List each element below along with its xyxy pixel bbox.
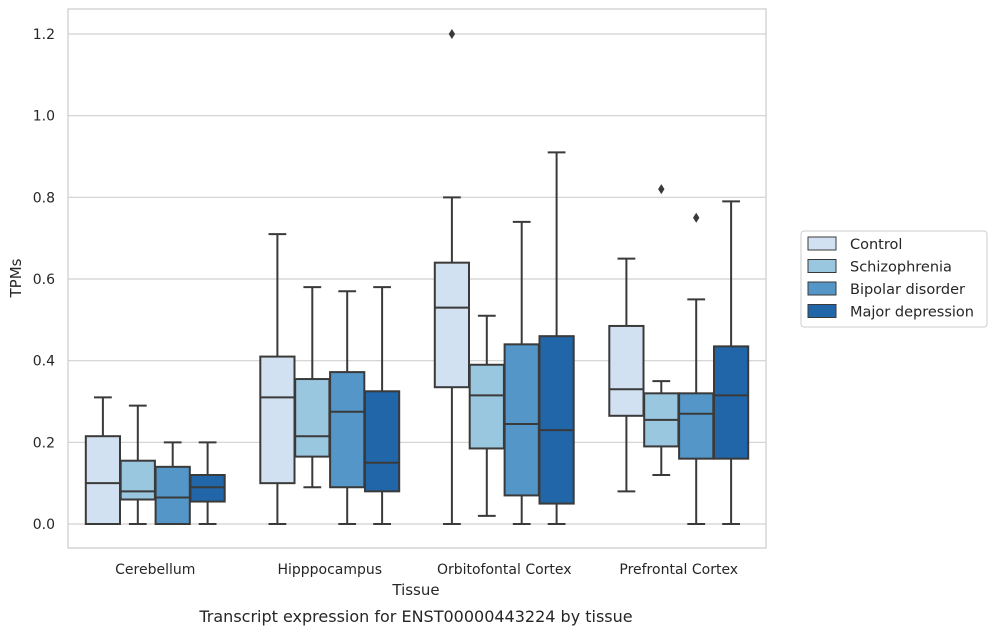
box — [678, 212, 715, 525]
box-iqr — [712, 345, 750, 460]
outlier-point — [693, 212, 700, 223]
y-axis-title: TPMs — [7, 258, 25, 298]
box-iqr — [119, 459, 156, 501]
box — [468, 314, 505, 517]
legend-swatch — [807, 304, 837, 318]
box — [294, 286, 331, 489]
box — [643, 184, 680, 476]
y-tick-label: 1.0 — [33, 109, 55, 125]
y-tick-label: 0.0 — [33, 517, 55, 533]
box-iqr — [294, 378, 331, 458]
box — [433, 29, 471, 525]
legend-label: Schizophrenia — [850, 260, 952, 276]
y-tick-label: 1.2 — [33, 27, 55, 43]
legend-label: Major depression — [850, 305, 974, 321]
box — [259, 233, 296, 525]
legend-swatch — [807, 236, 837, 251]
legend-swatch — [807, 259, 837, 273]
x-tick-label: Cerebellum — [115, 562, 195, 578]
box-iqr — [503, 343, 540, 497]
box — [189, 441, 226, 525]
box-iqr — [608, 324, 645, 417]
x-tick-label: Prefrontal Cortex — [619, 562, 738, 578]
legend-items: Control Schizophrenia Bipolar disorder Majo… — [807, 236, 974, 321]
box-iqr — [259, 355, 296, 485]
y-tick-label: 0.2 — [33, 435, 55, 451]
legend-label: Control — [850, 237, 902, 253]
box — [538, 151, 575, 525]
box — [363, 286, 401, 525]
box — [608, 257, 645, 493]
box-iqr — [678, 392, 715, 460]
box-iqr — [433, 261, 471, 389]
legend: Control Schizophrenia Bipolar disorder Majo… — [800, 230, 988, 328]
y-tick-label: 0.4 — [33, 354, 55, 370]
x-axis-title: Tissue — [391, 581, 439, 599]
chart-caption: Transcript expression for ENST0000044322… — [198, 607, 632, 626]
legend-frame — [800, 230, 988, 328]
box-iqr — [363, 390, 401, 493]
y-tick-label: 0.6 — [33, 272, 55, 288]
box-iqr — [538, 335, 575, 505]
outlier-point — [658, 184, 665, 195]
y-axis-ticks: 0.0 0.2 0.4 0.6 0.8 1.0 1.2 — [33, 27, 55, 533]
box — [84, 396, 122, 526]
box-groups — [84, 29, 750, 526]
legend-label: Bipolar disorder — [850, 282, 965, 298]
y-tick-label: 0.8 — [33, 190, 55, 206]
box-iqr — [154, 465, 191, 526]
outlier-point — [448, 29, 456, 39]
box — [712, 200, 750, 525]
box-iqr — [84, 435, 122, 526]
legend-swatch — [807, 281, 837, 296]
x-tick-label: Hipppocampus — [277, 562, 382, 578]
x-axis-ticks: Cerebellum Hipppocampus Orbitofontal Corte… — [115, 562, 738, 578]
box-iqr — [329, 371, 366, 489]
box — [119, 404, 156, 525]
box-iqr — [189, 474, 226, 503]
x-tick-label: Orbitofontal Cortex — [437, 562, 572, 578]
box-iqr — [468, 363, 505, 450]
